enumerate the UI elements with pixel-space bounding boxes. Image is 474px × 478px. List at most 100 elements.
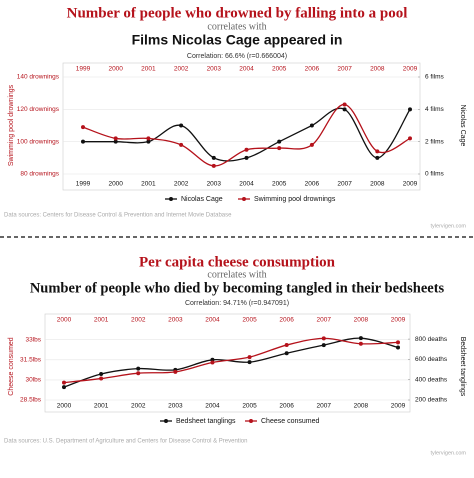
point [408,107,412,112]
y-tick-label: 31.5lbs [20,357,42,364]
point [321,336,326,341]
point [284,351,289,356]
x-tick-label-top: 2001 [141,66,156,73]
point [211,155,216,160]
x-tick-label: 2003 [207,181,222,188]
point [136,371,141,376]
x-tick-label: 2001 [141,181,156,188]
x-tick-label-top: 2004 [205,317,220,324]
y-tick-label: 33lbs [25,336,41,343]
point [62,385,66,390]
connector: correlates with [207,269,266,280]
x-tick-label-top: 2009 [403,66,418,73]
y2-tick-label: 0 films [425,171,445,178]
x-tick-label-top: 2007 [337,66,352,73]
point [179,142,184,147]
x-tick-label: 2007 [337,181,352,188]
x-tick-label-top: 2003 [207,66,222,73]
x-tick-label: 2001 [94,403,109,410]
point [342,102,347,107]
x-tick-label: 2005 [242,403,257,410]
legend-dot [249,419,253,423]
source: Data sources: Centers for Disease Contro… [4,213,232,219]
y-tick-label: 100 drownings [17,138,60,145]
legend-label: Swimming pool drownings [254,196,336,203]
x-tick-label-top: 2003 [168,317,183,324]
point [375,155,380,160]
point [136,366,141,371]
point [358,341,363,346]
point [99,376,104,381]
y-axis-title: Swimming pool drownings [8,84,15,166]
chart-subtitle: Number of people who died by becoming ta… [30,280,445,296]
series-line [83,107,411,162]
correlation: Correlation: 94.71% (r=0.947091) [185,300,289,307]
point [247,360,252,365]
point [396,345,400,350]
x-tick-label: 2009 [391,403,406,410]
point [244,155,249,160]
point [62,380,66,385]
credit: tylervigen.com [431,450,467,456]
chart-title: Number of people who drowned by falling … [67,5,408,21]
point [81,139,85,144]
x-tick-label: 2002 [131,403,146,410]
chart-title: Per capita cheese consumption [139,254,336,270]
point [309,123,314,128]
point [81,125,85,130]
legend-label: Nicolas Cage [181,196,223,203]
x-tick-label: 2000 [108,181,123,188]
chart-subtitle: Films Nicolas Cage appeared in [132,32,343,48]
x-tick-label-top: 2000 [57,317,72,324]
x-tick-label-top: 2006 [305,66,320,73]
y-tick-label: 140 drownings [17,74,60,81]
x-tick-label: 2004 [205,403,220,410]
x-tick-label-top: 2009 [391,317,406,324]
point [309,142,314,147]
x-tick-label: 1999 [76,181,91,188]
point [342,107,347,112]
x-tick-label: 2005 [272,181,287,188]
point [146,136,151,141]
y2-axis-title: Bedsheet tanglings [459,337,466,397]
point [284,343,289,348]
x-tick-label: 2009 [403,181,418,188]
y2-tick-label: 400 deaths [415,376,448,383]
legend-label: Bedsheet tanglings [176,418,236,425]
x-tick-label-top: 2004 [239,66,254,73]
series-line [63,337,399,384]
x-tick-label-top: 2001 [94,317,109,324]
y-tick-label: 120 drownings [17,106,60,113]
point [113,139,118,144]
connector: correlates with [207,21,266,32]
point [247,355,252,360]
point [173,369,178,374]
credit: tylervigen.com [431,223,467,229]
x-tick-label-top: 2008 [354,317,369,324]
y2-tick-label: 800 deaths [415,336,448,343]
plot-frame [44,313,411,413]
y2-tick-label: 4 films [425,106,445,113]
legend-dot [169,197,173,201]
y2-tick-label: 2 films [425,138,445,145]
x-tick-label: 2008 [370,181,385,188]
x-tick-label-top: 2002 [174,66,189,73]
point [396,340,400,345]
y2-axis-title: Nicolas Cage [459,105,466,147]
x-tick-label-top: 2005 [272,66,287,73]
correlation: Correlation: 66.6% (r=0.666004) [187,53,287,60]
y2-tick-label: 200 deaths [415,397,448,404]
point [277,146,282,151]
x-tick-label: 2004 [239,181,254,188]
point [179,123,184,128]
x-tick-label: 2006 [279,403,294,410]
point [277,139,282,144]
point [321,343,326,348]
plot-frame [62,62,421,191]
point [146,139,151,144]
point [358,336,363,341]
y-axis-title: Cheese consumed [8,337,15,395]
x-tick-label-top: 2000 [108,66,123,73]
